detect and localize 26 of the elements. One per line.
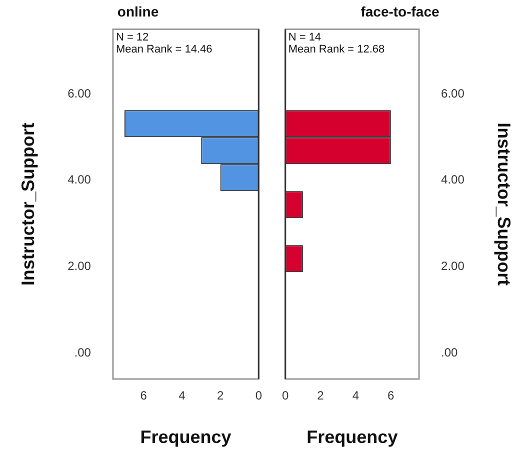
x-tick-label: 6: [140, 388, 148, 403]
x-tick-label: 4: [178, 388, 186, 403]
x-axis-title: Frequency: [306, 427, 398, 448]
y-tick-label: 4.00: [68, 172, 92, 187]
y-tick-label: 2.00: [441, 259, 465, 274]
chart-title: face-to-face: [360, 4, 440, 20]
y-tick-label: .00: [441, 345, 458, 360]
chart-title: online: [117, 4, 159, 20]
annotation: Mean Rank = 14.46: [116, 44, 212, 56]
annotation: Mean Rank = 12.68: [288, 44, 385, 56]
y-tick-label: 6.00: [441, 86, 465, 100]
annotation: N = 12: [116, 32, 149, 44]
x-tick-label: 2: [317, 388, 324, 403]
x-tick-label: 6: [388, 388, 395, 403]
y-tick-label: 6.00: [68, 86, 92, 100]
y-axis-title: Instructor_Support: [18, 122, 38, 286]
x-tick-label: 0: [282, 388, 289, 403]
x-tick-label: 4: [352, 388, 360, 403]
y-tick-label: 4.00: [441, 172, 465, 187]
x-tick-label: 2: [216, 388, 224, 403]
x-axis-title: Frequency: [140, 427, 232, 448]
y-axis-title: Instructor_Support: [494, 122, 514, 286]
x-tick-label: 0: [255, 388, 262, 403]
y-tick-label: .00: [74, 345, 92, 360]
y-tick-label: 2.00: [68, 259, 92, 274]
annotation: N = 14: [288, 32, 322, 44]
